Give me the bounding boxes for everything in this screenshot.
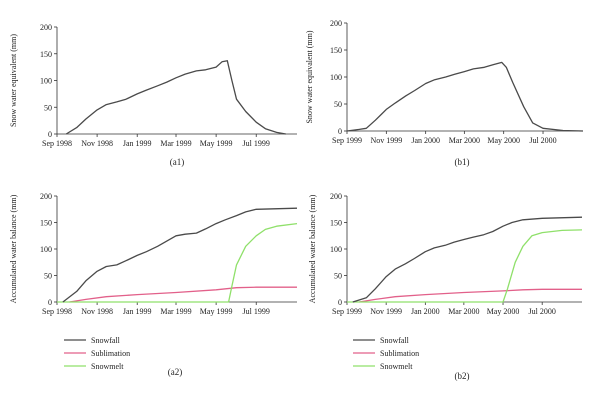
y-tick-label: 150 — [330, 219, 342, 228]
x-tick-label: Nov 1998 — [81, 307, 113, 316]
x-tick-label: Jul 1999 — [243, 307, 270, 316]
x-tick-label: Jan 2000 — [411, 307, 440, 316]
x-tick-label: Jul 1999 — [243, 139, 270, 148]
series-line-swe — [346, 61, 584, 132]
x-tick-label: May 1999 — [200, 139, 233, 148]
legend-b2: Snowfall Sublimation Snowmelt — [353, 336, 419, 371]
x-tick-label: Mar 2000 — [449, 136, 480, 145]
y-tick-label: 150 — [330, 46, 342, 55]
series-line-snowmelt — [347, 229, 583, 303]
legend-label-snowmelt: Snowmelt — [380, 362, 413, 371]
y-tick-label: 0 — [48, 130, 52, 139]
x-tick-label: Sep 1998 — [42, 139, 72, 148]
y-tick-label: 100 — [330, 245, 342, 254]
y-tick-label: 150 — [40, 219, 52, 228]
series-line-snowfall — [352, 216, 583, 303]
series-line-sublimation — [69, 286, 297, 303]
x-tick-label: Mar 1999 — [160, 307, 191, 316]
y-tick-label: 50 — [44, 103, 52, 112]
y-tick-label: 50 — [44, 272, 52, 281]
y-axis-label: Snow water equivalent (mm) — [305, 30, 314, 123]
series-line-swe — [65, 60, 286, 135]
x-tick-label: Nov 1998 — [81, 139, 113, 148]
panel-caption: (b1) — [455, 157, 470, 167]
x-tick-label: Nov 1999 — [370, 136, 402, 145]
y-tick-label: 200 — [330, 192, 342, 201]
x-tick-label: May 2000 — [487, 136, 520, 145]
x-tick-label: May 1999 — [200, 307, 233, 316]
panel-a2: 0 50 100 150 200 Sep 1998 Nov 1998 Jan 1999 Mar … — [9, 192, 298, 377]
panel-b2: 0 50 100 150 200 Sep 1999 Nov 1999 Jan 2000 Mar … — [308, 192, 583, 381]
legend-label-snowmelt: Snowmelt — [91, 362, 124, 371]
x-tick-label: Jan 2000 — [411, 136, 440, 145]
y-axis-label: Snow water equivalent (mm) — [9, 34, 18, 127]
panel-caption: (b2) — [455, 371, 470, 381]
x-tick-label: Jul 2000 — [529, 307, 556, 316]
panel-caption: (a2) — [168, 367, 183, 377]
y-tick-label: 0 — [338, 298, 342, 307]
y-axis-label: Accumulated water balance (mm) — [308, 194, 317, 303]
y-tick-label: 200 — [330, 19, 342, 28]
panel-caption: (a1) — [170, 157, 185, 167]
y-tick-label: 150 — [40, 50, 52, 59]
y-tick-label: 50 — [334, 272, 342, 281]
y-tick-label: 200 — [40, 23, 52, 32]
legend-label-sublimation: Sublimation — [380, 349, 419, 358]
x-tick-label: Nov 1999 — [370, 307, 402, 316]
x-tick-label: May 2000 — [487, 307, 520, 316]
panel-b1: 0 50 100 150 200 Sep 1999 Nov 1999 Jan 2000 Mar … — [305, 19, 584, 167]
y-tick-label: 0 — [338, 127, 342, 136]
legend-label-snowfall: Snowfall — [380, 336, 410, 345]
series-line-snowmelt — [57, 222, 298, 303]
x-tick-label: Sep 1998 — [42, 307, 72, 316]
x-tick-label: Sep 1999 — [332, 307, 362, 316]
y-tick-label: 0 — [48, 298, 52, 307]
legend-label-sublimation: Sublimation — [91, 349, 130, 358]
y-tick-label: 50 — [334, 100, 342, 109]
series-line-sublimation — [359, 288, 582, 303]
x-tick-label: Mar 2000 — [448, 307, 479, 316]
legend-label-snowfall: Snowfall — [91, 336, 121, 345]
x-tick-label: Jan 1999 — [123, 139, 152, 148]
panel-a1: 0 50 100 150 200 Sep 1998 Nov 1998 Jan 1999 Mar … — [9, 23, 297, 167]
x-tick-label: Jul 2000 — [529, 136, 556, 145]
y-tick-label: 100 — [40, 77, 52, 86]
y-tick-label: 100 — [40, 245, 52, 254]
y-axis-label: Accumulated water balance (mm) — [9, 194, 18, 303]
x-tick-label: Sep 1999 — [332, 136, 362, 145]
x-tick-label: Jan 1999 — [123, 307, 152, 316]
x-tick-label: Mar 1999 — [160, 139, 191, 148]
legend-a2: Snowfall Sublimation Snowmelt — [64, 336, 130, 371]
y-tick-label: 100 — [330, 73, 342, 82]
y-tick-label: 200 — [40, 192, 52, 201]
series-line-snowfall — [62, 207, 298, 303]
